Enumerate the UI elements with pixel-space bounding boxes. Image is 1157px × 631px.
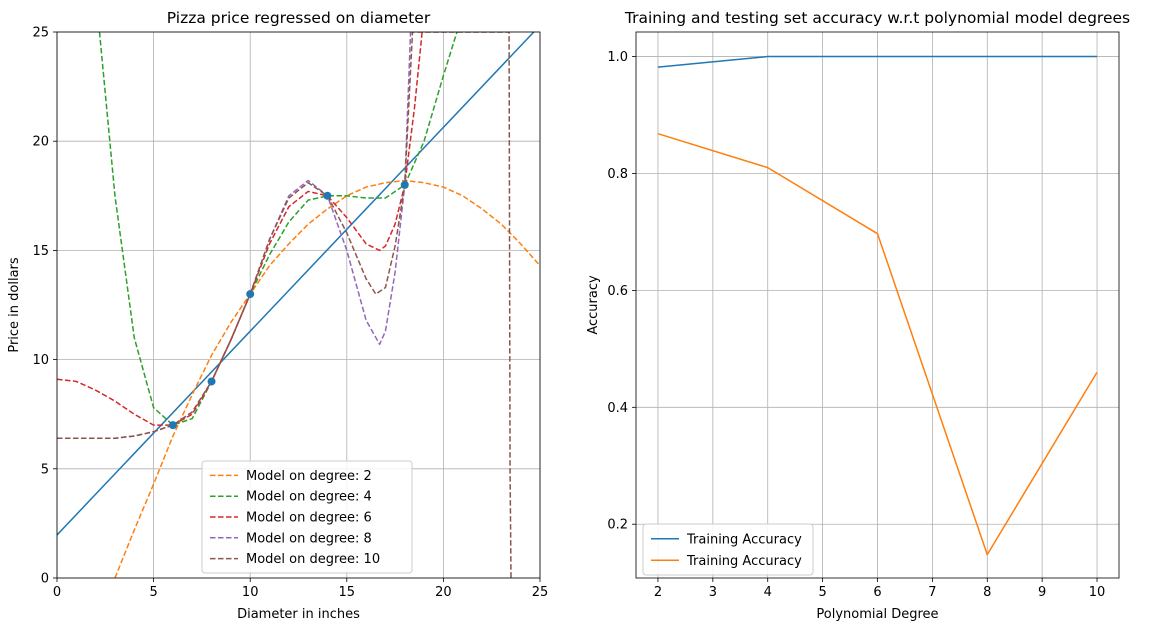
pizza-y-tick-label: 5 <box>41 462 49 477</box>
pizza-y-tick-label: 20 <box>32 135 49 150</box>
accuracy-x-axis-label: Polynomial Degree <box>816 607 938 622</box>
pizza-data-point <box>168 421 177 430</box>
accuracy-y-tick-label: 0.8 <box>607 167 628 182</box>
pizza-x-axis-label: Diameter in inches <box>237 607 360 622</box>
accuracy-x-tick-label: 4 <box>764 585 772 600</box>
accuracy-x-tick-label: 2 <box>654 585 662 600</box>
pizza-y-tick-label: 15 <box>32 244 49 259</box>
pizza-y-tick-label: 0 <box>41 572 49 587</box>
accuracy-x-tick-label: 10 <box>1089 585 1106 600</box>
pizza-x-tick-label: 10 <box>242 585 259 600</box>
pizza-y-tick-label: 25 <box>32 26 49 41</box>
accuracy-plot-area <box>657 55 1098 556</box>
pizza-legend: Model on degree: 2 Model on degree: 4 Mode… <box>201 460 413 574</box>
accuracy-chart: 2 3 4 5 6 7 8 9 10 0.2 0.4 0.6 0.8 1.0 Polynomial Degr… <box>586 9 1130 622</box>
pizza-data-point <box>400 180 409 189</box>
pizza-chart-title: Pizza price regressed on diameter <box>167 9 431 27</box>
accuracy-y-axis-label: Accuracy <box>586 275 601 335</box>
accuracy-legend-label: Training Accuracy <box>686 554 802 569</box>
pizza-x-tick-label: 5 <box>149 585 157 600</box>
accuracy-y-tick-label: 0.6 <box>607 284 628 299</box>
accuracy-x-tick-label: 6 <box>873 585 881 600</box>
accuracy-x-tick-label: 7 <box>928 585 936 600</box>
accuracy-series-line-1 <box>657 55 1098 68</box>
pizza-y-axis-label: Price in dollars <box>7 257 22 353</box>
accuracy-legend: Training Accuracy Training Accuracy <box>642 523 814 576</box>
pizza-y-tick-label: 10 <box>32 353 49 368</box>
accuracy-x-tick-label: 8 <box>983 585 991 600</box>
pizza-x-tick-label: 0 <box>53 585 61 600</box>
accuracy-legend-box <box>642 523 814 576</box>
pizza-price-chart: 0 5 10 15 20 25 0 5 10 15 20 25 Diameter in inches Pr… <box>7 9 548 622</box>
pizza-legend-box <box>201 460 413 574</box>
pizza-legend-label: Model on degree: 4 <box>246 490 372 505</box>
pizza-plot-area <box>57 32 540 578</box>
accuracy-legend-label: Training Accuracy <box>686 532 802 547</box>
accuracy-series-line-2 <box>657 133 1098 556</box>
accuracy-chart-title: Training and testing set accuracy w.r.t … <box>624 9 1130 27</box>
accuracy-x-tick-label: 9 <box>1038 585 1046 600</box>
pizza-legend-label: Model on degree: 6 <box>246 511 372 526</box>
pizza-axes-frame <box>56 31 541 579</box>
pizza-series-line-5 <box>57 32 512 578</box>
pizza-x-tick-label: 20 <box>435 585 452 600</box>
pizza-series-line-4 <box>57 32 412 439</box>
pizza-linear-fit-line <box>57 32 535 536</box>
accuracy-y-tick-label: 0.4 <box>607 401 628 416</box>
pizza-legend-label: Model on degree: 10 <box>246 552 380 567</box>
accuracy-y-tick-label: 1.0 <box>607 50 628 65</box>
pizza-legend-label: Model on degree: 8 <box>246 531 372 546</box>
pizza-data-point <box>207 377 216 386</box>
pizza-x-tick-label: 25 <box>532 585 549 600</box>
pizza-data-point <box>323 191 332 200</box>
pizza-data-point <box>246 290 255 299</box>
accuracy-x-tick-label: 3 <box>709 585 717 600</box>
accuracy-y-tick-label: 0.2 <box>607 518 628 533</box>
pizza-legend-label: Model on degree: 2 <box>246 469 372 484</box>
pizza-series-line-3 <box>57 32 423 426</box>
accuracy-x-tick-label: 5 <box>818 585 826 600</box>
pizza-x-tick-label: 15 <box>339 585 356 600</box>
